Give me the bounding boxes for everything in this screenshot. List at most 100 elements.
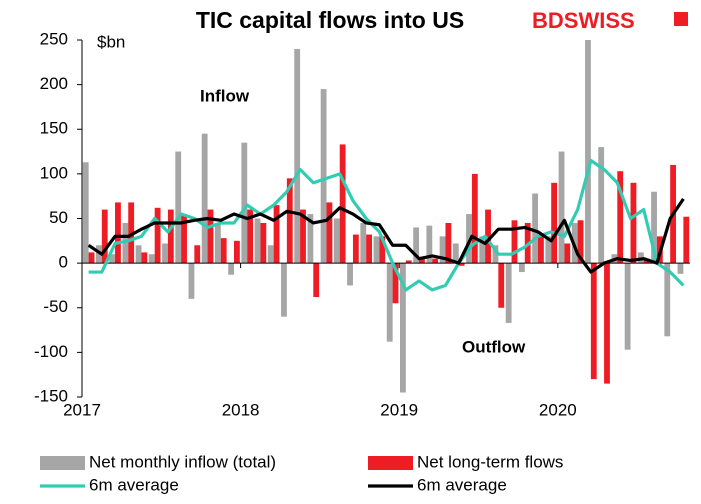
bar [281, 263, 287, 317]
y-tick-label: -50 [43, 297, 68, 316]
bar [518, 263, 525, 273]
bar [452, 243, 459, 264]
bar [162, 243, 168, 264]
bar [577, 220, 584, 264]
bar [254, 218, 261, 264]
legend-label: 6m average [89, 475, 179, 494]
bar [181, 214, 187, 264]
bar [188, 263, 195, 299]
chart-title: TIC capital flows into US [196, 7, 464, 33]
y-tick-label: 0 [59, 253, 68, 272]
bar [82, 162, 89, 264]
bar [128, 202, 135, 264]
bar [379, 236, 386, 264]
y-tick-label: 200 [40, 74, 68, 93]
bar [333, 218, 340, 264]
bar [260, 222, 267, 264]
y-axis-label: $bn [97, 32, 125, 51]
bar [122, 222, 129, 264]
bar [307, 214, 314, 264]
bar [445, 222, 452, 264]
bar [347, 263, 353, 286]
bar [683, 216, 690, 264]
bar [141, 252, 148, 264]
bar [96, 245, 102, 264]
bar [466, 214, 472, 264]
bar [88, 252, 95, 264]
legend-label: Net long-term flows [417, 452, 563, 471]
bar [115, 202, 121, 264]
logo-badge [674, 12, 688, 26]
bar [201, 133, 208, 264]
bar [492, 245, 499, 264]
bar [373, 236, 380, 264]
bar [405, 260, 412, 264]
bar [471, 173, 478, 264]
bar [564, 243, 571, 264]
bar [214, 222, 221, 264]
x-tick-label: 2019 [380, 400, 418, 419]
bar [479, 236, 486, 264]
line [87, 197, 685, 274]
bar [247, 209, 254, 264]
legend-swatch [368, 456, 413, 470]
bar [294, 48, 301, 264]
bar [207, 209, 214, 264]
logo: BDSWISS [532, 8, 635, 33]
annotation: Inflow [200, 86, 250, 105]
legend-label: Net monthly inflow (total) [89, 452, 276, 471]
bar [313, 263, 320, 298]
bar [300, 209, 306, 264]
bar [439, 236, 446, 264]
bar [167, 209, 174, 264]
bar [511, 220, 518, 264]
bar [267, 245, 274, 264]
annotation: Outflow [462, 337, 526, 356]
bar [677, 263, 684, 274]
bar [426, 225, 433, 264]
bar [604, 263, 610, 384]
bar [558, 151, 565, 264]
bar [532, 193, 538, 264]
y-tick-label: -100 [34, 342, 68, 361]
bar [366, 234, 372, 264]
line [88, 158, 685, 292]
bar [101, 209, 108, 264]
bar [109, 254, 116, 264]
bar [598, 147, 605, 264]
x-tick-label: 2017 [63, 400, 101, 419]
bar [458, 263, 465, 266]
bar [339, 144, 346, 264]
legend-swatch [40, 456, 85, 470]
bar [585, 40, 591, 264]
bar [234, 240, 240, 264]
bar [498, 263, 505, 308]
bar [432, 258, 439, 264]
y-tick-label: 50 [49, 208, 68, 227]
x-tick-label: 2018 [222, 400, 260, 419]
bar [505, 263, 512, 323]
bar [228, 263, 234, 275]
y-tick-label: 100 [40, 163, 68, 182]
bar [326, 202, 333, 264]
bar [148, 254, 155, 264]
bar [386, 263, 393, 342]
bar [220, 238, 227, 264]
bar [360, 222, 367, 264]
bar [651, 191, 657, 264]
bar [630, 182, 637, 264]
bar [241, 142, 248, 264]
bar [551, 182, 558, 264]
bar [392, 263, 399, 304]
bar [664, 263, 671, 337]
x-tick-label: 2020 [539, 400, 577, 419]
y-tick-label: 250 [40, 29, 68, 48]
legend-label: 6m average [417, 475, 507, 494]
bar [485, 209, 491, 264]
bar [194, 245, 201, 264]
y-tick-label: -150 [34, 386, 68, 405]
bar [175, 151, 182, 264]
bar [545, 236, 552, 264]
